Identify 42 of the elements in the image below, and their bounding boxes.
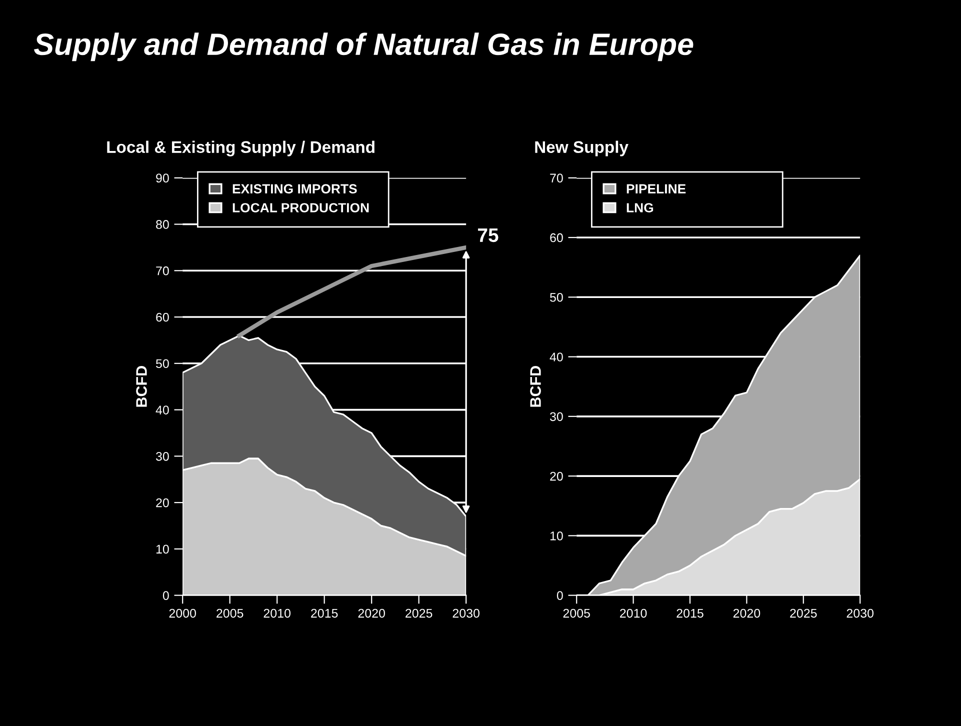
- legend-label: LOCAL PRODUCTION: [232, 203, 369, 212]
- y-tick-label: 50: [550, 292, 563, 302]
- legend-label: EXISTING IMPORTS: [232, 184, 357, 194]
- y-tick-label: 40: [550, 352, 563, 362]
- chart-subtitle: Local & Existing Supply / Demand: [107, 140, 374, 156]
- x-tick-label: 2010: [264, 608, 291, 618]
- y-tick-label: 20: [550, 472, 563, 481]
- chart-title: New Supply: [535, 140, 628, 156]
- x-tick-label: 2010: [620, 608, 647, 618]
- y-tick-label: 40: [156, 406, 169, 414]
- x-tick-label: 2025: [790, 608, 817, 618]
- y-axis-title: BCFD: [530, 366, 541, 407]
- chart-title: Supply and Demand of Natural Gas in Europe: [34, 32, 694, 62]
- y-tick-label: 60: [550, 233, 563, 242]
- y-tick-label: 10: [550, 531, 563, 540]
- x-tick-label: 2015: [311, 608, 338, 618]
- x-tick-label: 2030: [846, 608, 874, 618]
- x-tick-label: 2030: [452, 608, 480, 618]
- y-tick-label: 10: [156, 544, 169, 554]
- y-tick-label: 0: [162, 591, 169, 600]
- x-tick-label: 2015: [676, 608, 704, 618]
- y-tick-label: 30: [550, 412, 563, 422]
- x-tick-label: 2000: [169, 608, 196, 618]
- y-tick-label: 70: [550, 174, 563, 183]
- y-tick-label: 30: [156, 452, 169, 461]
- x-tick-label: 2025: [406, 608, 432, 618]
- y-tick-label: 0: [556, 591, 563, 600]
- x-tick-label: 2005: [563, 608, 590, 618]
- y-tick-label: 80: [156, 220, 169, 229]
- y-tick-label: 50: [156, 359, 169, 368]
- y-tick-label: 20: [156, 498, 169, 508]
- y-axis-title: BCFD: [136, 366, 147, 407]
- y-tick-label: 90: [156, 174, 169, 183]
- legend-label: PIPELINE: [626, 184, 686, 194]
- y-tick-label: 60: [156, 312, 169, 322]
- legend-label: LNG: [626, 203, 654, 212]
- x-tick-label: 2020: [733, 608, 760, 618]
- x-tick-label: 2020: [358, 608, 386, 618]
- x-tick-label: 2005: [216, 608, 244, 618]
- line-series: [237, 245, 466, 338]
- y-tick-label: 70: [156, 266, 169, 276]
- annotation: 75: [478, 228, 498, 242]
